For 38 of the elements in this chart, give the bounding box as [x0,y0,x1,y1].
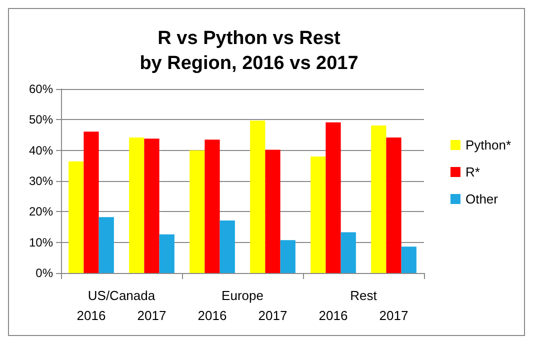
text: Europe [222,288,264,303]
bar [190,150,205,273]
legend-label: Other [465,192,499,206]
bar [326,122,341,273]
bar [280,240,296,273]
y-tick-label: 0% [36,266,54,280]
bar [129,137,144,273]
legend-label: R* [465,164,480,180]
bar [401,246,416,273]
bar [340,232,356,273]
x-tick-label: 2017 [137,308,166,323]
bar [84,132,99,273]
text: Rest [350,288,378,303]
x-tick-label: 2017 [258,308,288,323]
y-tick-label: 50% [28,112,54,127]
y-tick-label: 10% [28,235,54,250]
y-tick-label: 20% [28,204,54,219]
bar [265,150,280,273]
bar [159,234,174,273]
bar [98,217,114,273]
x-tick-label: 2016 [198,308,227,323]
y-tick-label: 60% [28,82,54,96]
bar [371,125,386,273]
legend-label: Python* [465,138,512,152]
bar [204,140,220,273]
bar [250,120,266,273]
text: US/Canada [88,288,156,303]
bar [310,156,326,273]
x-tick-label: 2016 [76,308,106,323]
bar [68,161,84,273]
bar [386,137,402,273]
x-tick-label: 2017 [379,308,408,323]
y-tick-label: 40% [28,143,54,158]
chart-title: R vs Python vs Rest by Region, 2016 vs 2017 [140,28,358,74]
x-tick-label: 2016 [318,308,348,323]
bar [144,138,160,273]
y-tick-label: 30% [28,174,54,188]
bar [220,220,235,273]
